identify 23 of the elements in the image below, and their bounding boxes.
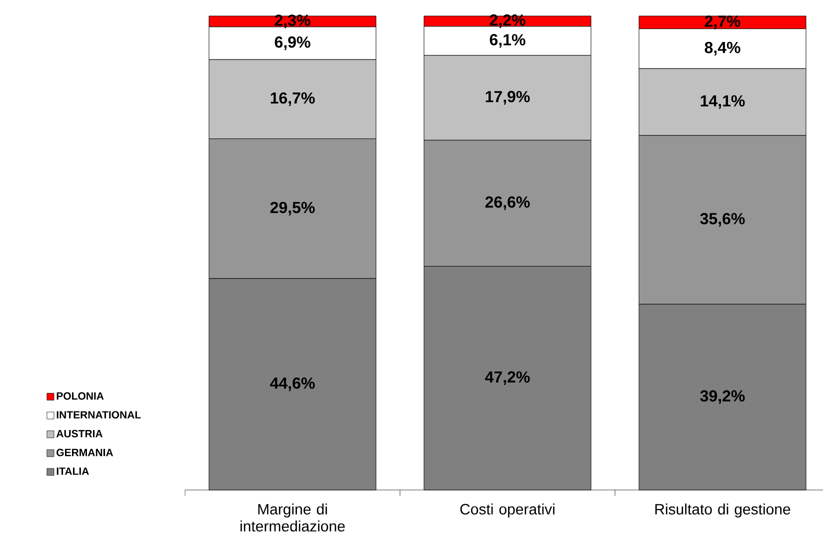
x-tick-label: Margine di intermediazione — [240, 504, 345, 532]
legend-label: AUSTRIA — [56, 430, 103, 438]
data-label: 17,9% — [486, 90, 530, 105]
data-label: 26,6% — [485, 196, 530, 210]
data-label: 16,7% — [270, 92, 315, 106]
x-tick-label: Risultato di gestione — [655, 504, 790, 518]
data-label: 47,2% — [485, 371, 530, 385]
data-label: 2,7% — [704, 16, 740, 30]
data-label: 2,2% — [490, 14, 526, 28]
data-label: 44,6% — [270, 377, 315, 392]
data-label: 39,2% — [700, 390, 745, 404]
data-label: 35,6% — [700, 212, 745, 227]
legend-label: INTERNATIONAL — [56, 411, 141, 419]
data-label: 6,9% — [274, 36, 310, 50]
legend-label: POLONIA — [56, 392, 104, 400]
legend-label: GERMANIA — [56, 448, 114, 456]
data-label: 14,1% — [700, 95, 745, 109]
x-tick-label: Costi operativi — [460, 504, 554, 518]
data-label: 29,5% — [270, 202, 315, 216]
data-label: 8,4% — [704, 42, 740, 56]
data-label: 6,1% — [490, 34, 526, 48]
data-label: 2,3% — [274, 14, 310, 28]
legend-label: ITALIA — [56, 468, 89, 475]
